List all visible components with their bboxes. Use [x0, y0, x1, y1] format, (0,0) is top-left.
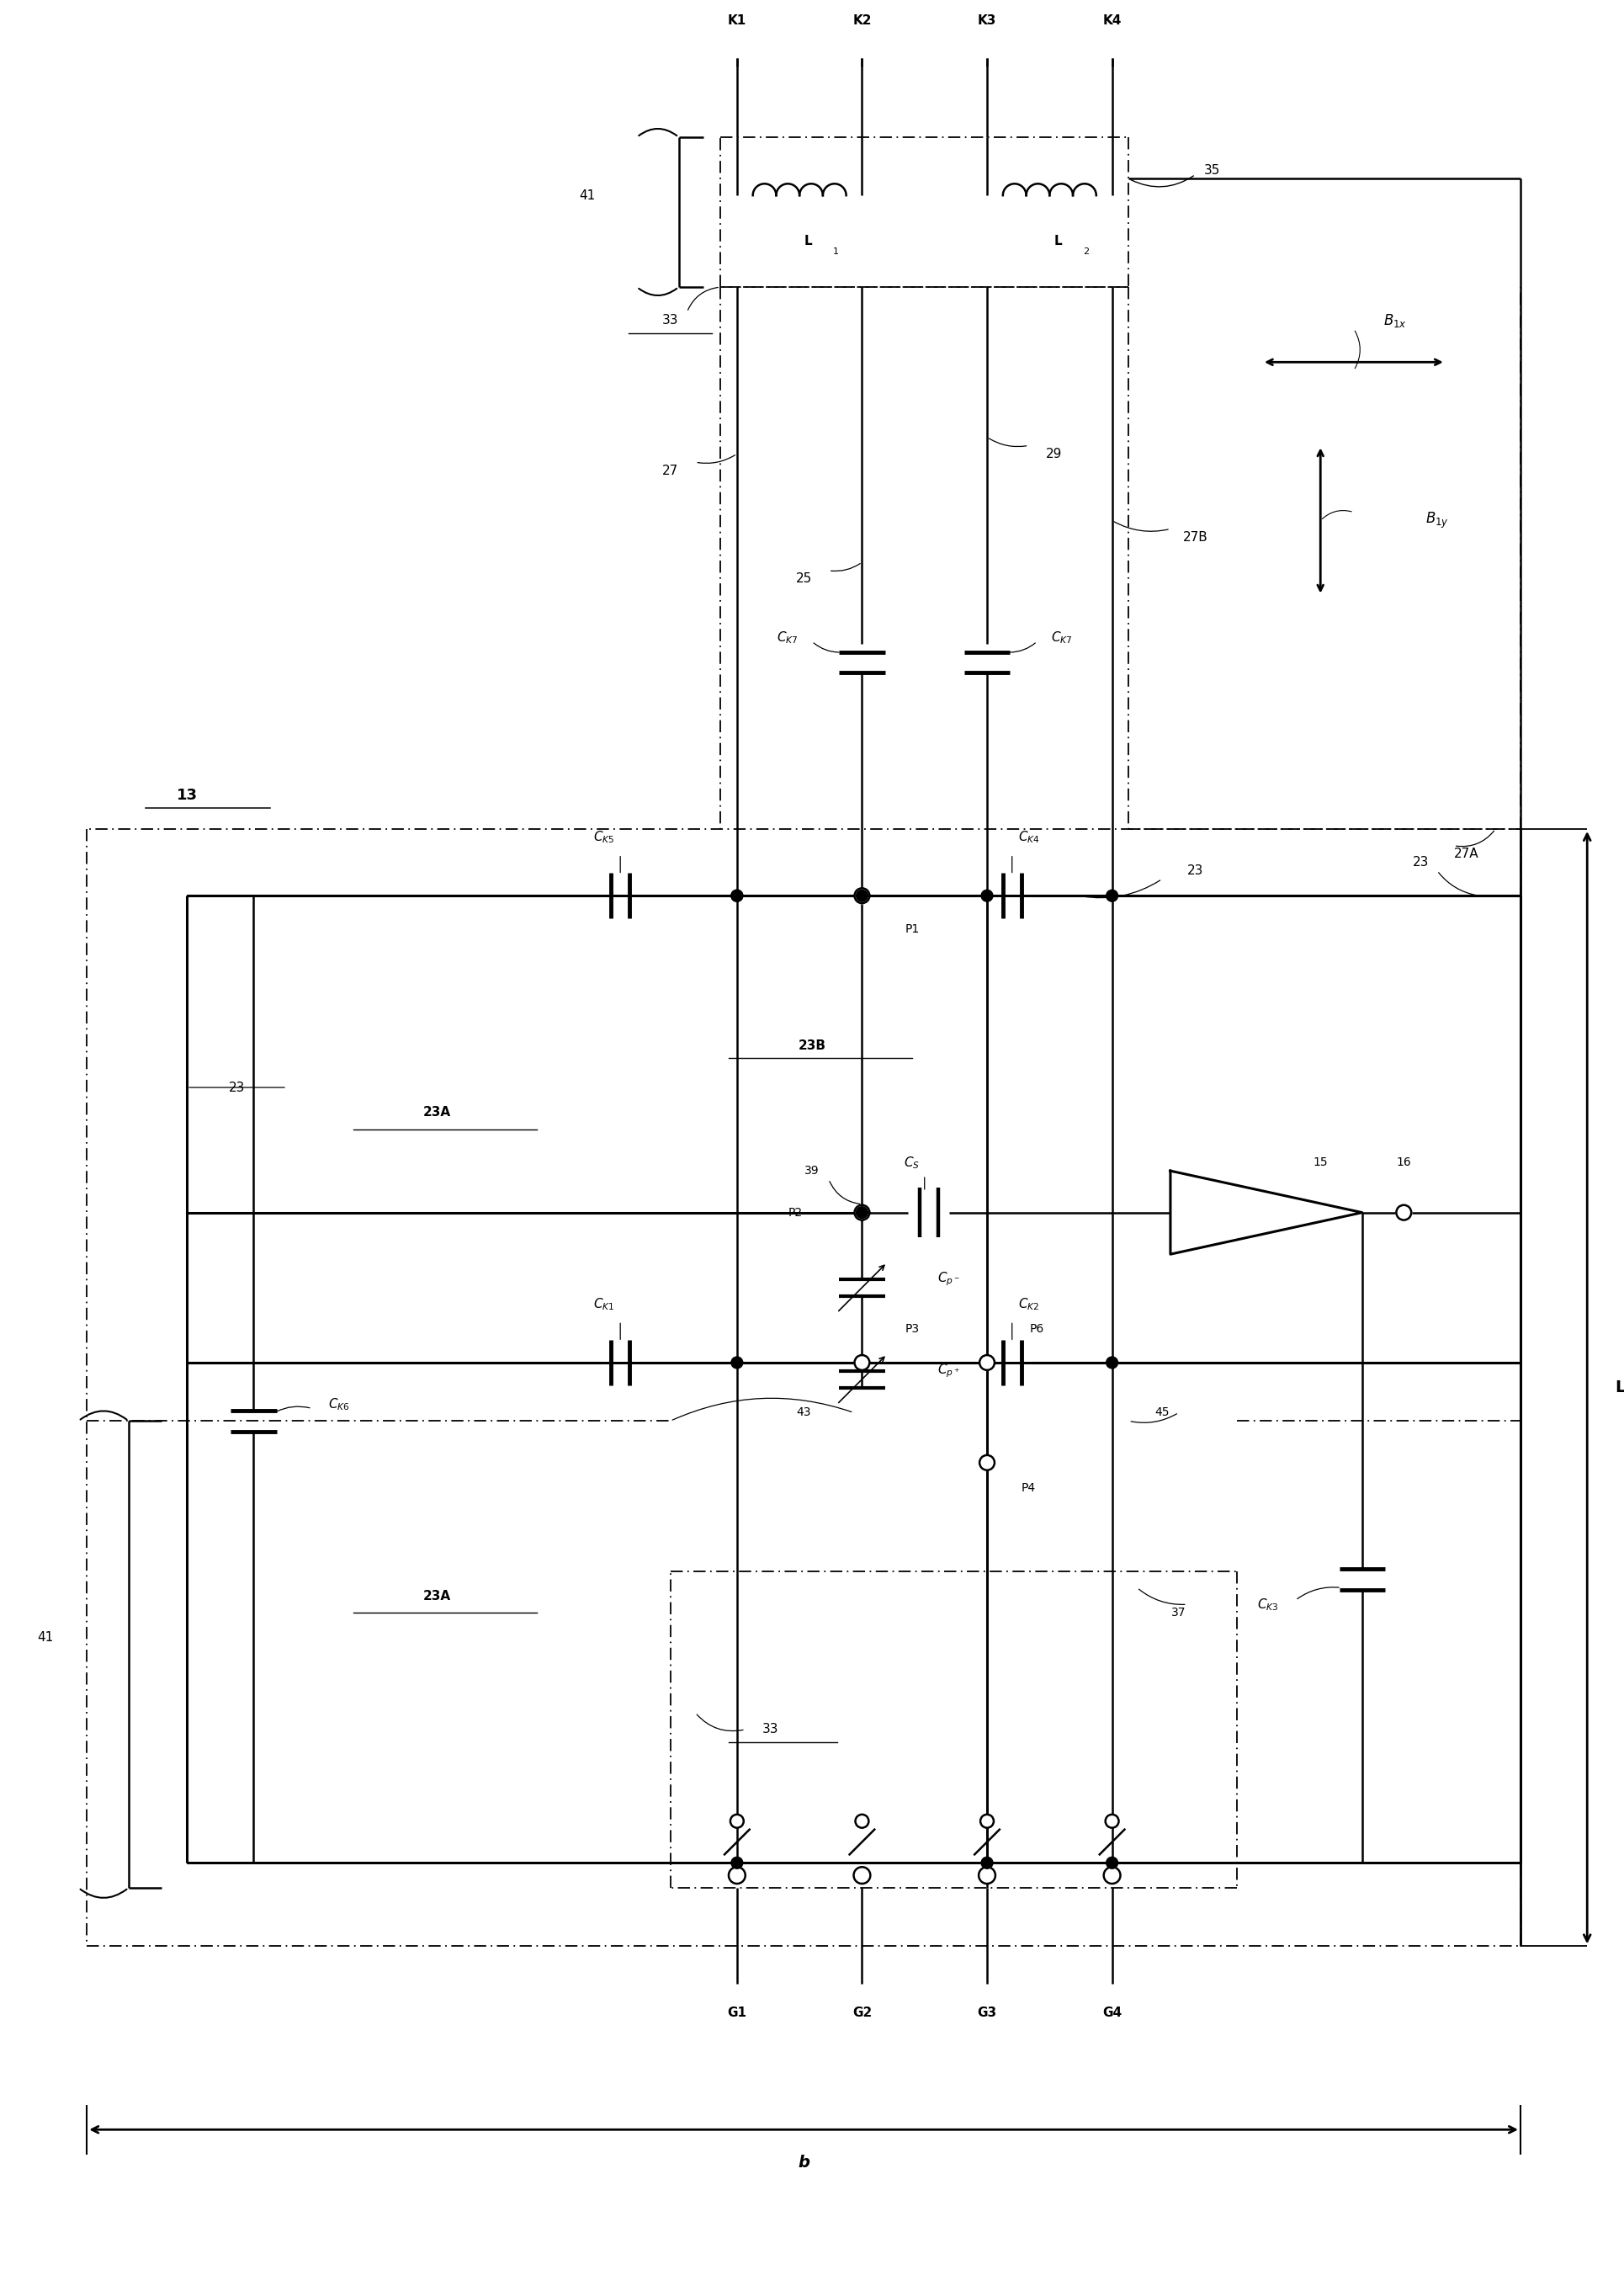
Circle shape [979, 1356, 994, 1370]
Text: P2: P2 [788, 1206, 802, 1219]
Text: G2: G2 [853, 2007, 872, 2020]
Text: 27A: 27A [1453, 849, 1479, 860]
Text: 27: 27 [663, 464, 679, 478]
Text: 27B: 27B [1182, 530, 1208, 544]
Circle shape [981, 1356, 992, 1370]
Circle shape [731, 1356, 742, 1370]
Text: K3: K3 [978, 14, 997, 27]
Text: $C_{K2}$: $C_{K2}$ [1018, 1297, 1039, 1313]
Text: $C_S$: $C_S$ [905, 1156, 921, 1169]
Circle shape [856, 890, 867, 901]
Text: 39: 39 [804, 1165, 820, 1176]
Text: 33: 33 [762, 1722, 778, 1736]
Circle shape [731, 890, 742, 901]
Text: b: b [797, 2154, 809, 2170]
Text: 29: 29 [1046, 448, 1062, 460]
Text: P6: P6 [1030, 1324, 1044, 1335]
Text: 23A: 23A [422, 1590, 451, 1602]
Circle shape [729, 1868, 745, 1884]
Text: 35: 35 [1203, 164, 1220, 177]
Text: 15: 15 [1314, 1156, 1328, 1169]
Text: K2: K2 [853, 14, 872, 27]
Text: 43: 43 [796, 1406, 810, 1420]
Text: 33: 33 [663, 314, 679, 328]
Circle shape [854, 1206, 869, 1219]
Text: $C_{K3}$: $C_{K3}$ [1257, 1597, 1278, 1613]
Circle shape [856, 890, 867, 901]
Text: $C_{K7}$: $C_{K7}$ [776, 630, 797, 646]
Text: P3: P3 [905, 1324, 919, 1335]
Polygon shape [1171, 1172, 1363, 1254]
Text: G4: G4 [1103, 2007, 1122, 2020]
Circle shape [1104, 1868, 1121, 1884]
Text: 1: 1 [833, 248, 838, 255]
Text: $B_{1x}$: $B_{1x}$ [1384, 312, 1406, 330]
Text: $C_{p^-}$: $C_{p^-}$ [937, 1269, 960, 1288]
Text: $C_{p^+}$: $C_{p^+}$ [937, 1363, 960, 1379]
Text: 25: 25 [796, 573, 812, 585]
Text: 41: 41 [578, 189, 594, 202]
Circle shape [1106, 1356, 1117, 1370]
Text: K4: K4 [1103, 14, 1122, 27]
Circle shape [856, 1356, 867, 1370]
Text: 41: 41 [37, 1631, 54, 1645]
Text: 23: 23 [1187, 865, 1203, 878]
Text: G1: G1 [728, 2007, 747, 2020]
Circle shape [731, 1856, 742, 1868]
Circle shape [981, 1815, 994, 1827]
Text: L: L [1054, 234, 1062, 248]
Text: 23A: 23A [422, 1106, 451, 1119]
Circle shape [979, 1456, 994, 1470]
Circle shape [981, 890, 992, 901]
Text: $C_{K6}$: $C_{K6}$ [328, 1397, 351, 1413]
Text: $C_{K5}$: $C_{K5}$ [593, 830, 614, 846]
Text: 23: 23 [1413, 855, 1429, 869]
Text: P4: P4 [1021, 1481, 1036, 1495]
Circle shape [856, 1206, 867, 1219]
Text: L: L [1616, 1379, 1624, 1395]
Text: 37: 37 [1171, 1606, 1186, 1618]
Text: L: L [804, 234, 812, 248]
Text: G3: G3 [978, 2007, 997, 2020]
Circle shape [856, 1815, 869, 1827]
Text: 23B: 23B [797, 1040, 827, 1051]
Text: 16: 16 [1397, 1156, 1411, 1169]
Text: 23: 23 [229, 1081, 245, 1094]
Circle shape [981, 1856, 992, 1868]
Circle shape [979, 1868, 996, 1884]
Circle shape [731, 890, 742, 901]
Circle shape [854, 1868, 870, 1884]
Text: 13: 13 [177, 787, 198, 803]
Circle shape [854, 1356, 869, 1370]
Circle shape [854, 887, 869, 903]
Circle shape [1397, 1206, 1411, 1219]
Text: $B_{1y}$: $B_{1y}$ [1426, 512, 1449, 530]
Text: $C_{K4}$: $C_{K4}$ [1018, 830, 1039, 846]
Circle shape [1106, 890, 1117, 901]
Text: $C_{K7}$: $C_{K7}$ [1051, 630, 1073, 646]
Circle shape [1106, 1856, 1117, 1868]
Text: K1: K1 [728, 14, 747, 27]
Text: 45: 45 [1155, 1406, 1169, 1420]
Text: P1: P1 [905, 924, 919, 935]
Circle shape [1106, 1815, 1119, 1827]
Text: $C_{K1}$: $C_{K1}$ [593, 1297, 614, 1313]
Circle shape [731, 1815, 744, 1827]
Text: 2: 2 [1083, 248, 1088, 255]
